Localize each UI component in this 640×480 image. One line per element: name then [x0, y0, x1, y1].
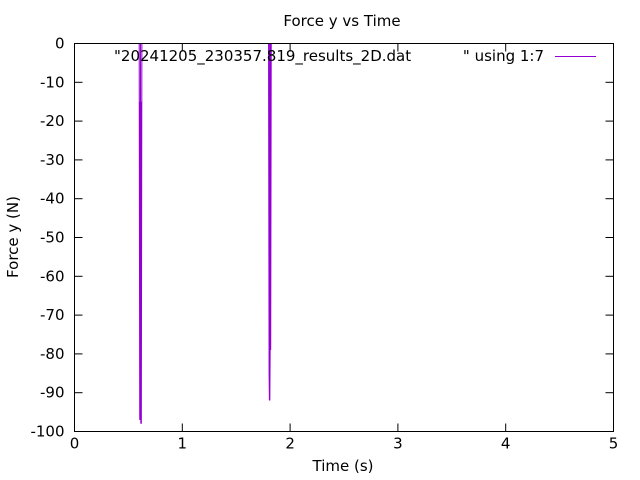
legend: "20241205_230357.819_results_2D.dat " us… [114, 47, 596, 66]
x-tick-label: 2 [285, 435, 295, 453]
x-tick-label: 1 [178, 435, 188, 453]
y-tick-label: -80 [40, 345, 65, 363]
plot-frame [74, 43, 614, 432]
series-line [74, 43, 614, 424]
legend-using-label: " using 1:7 [463, 47, 544, 65]
y-tick-label: -10 [40, 73, 65, 91]
axis-tick-labels: 0 1 2 3 4 5 0 -10 -20 -30 -40 -50 -60 -70 -80 -90 -100 [30, 35, 618, 453]
y-tick-label: -60 [40, 267, 65, 285]
x-tick-label: 4 [501, 435, 511, 453]
y-axis-title: Force y (N) [4, 196, 22, 278]
y-tick-label: -20 [40, 112, 65, 130]
y-tick-label: 0 [55, 35, 65, 53]
x-tick-label: 5 [609, 435, 619, 453]
axis-ticks [74, 43, 614, 432]
y-tick-label: -90 [40, 384, 65, 402]
x-tick-label: 3 [393, 435, 403, 453]
plot-area [74, 43, 614, 424]
y-tick-label: -70 [40, 306, 65, 324]
x-axis-title: Time (s) [312, 457, 374, 475]
y-tick-label: -30 [40, 151, 65, 169]
y-tick-label: -40 [40, 190, 65, 208]
y-tick-label: -100 [30, 423, 64, 441]
x-tick-label: 0 [70, 435, 80, 453]
y-tick-label: -50 [40, 229, 65, 247]
legend-file-label: "20241205_230357.819_results_2D.dat [114, 47, 411, 66]
chart-title: Force y vs Time [283, 12, 400, 30]
